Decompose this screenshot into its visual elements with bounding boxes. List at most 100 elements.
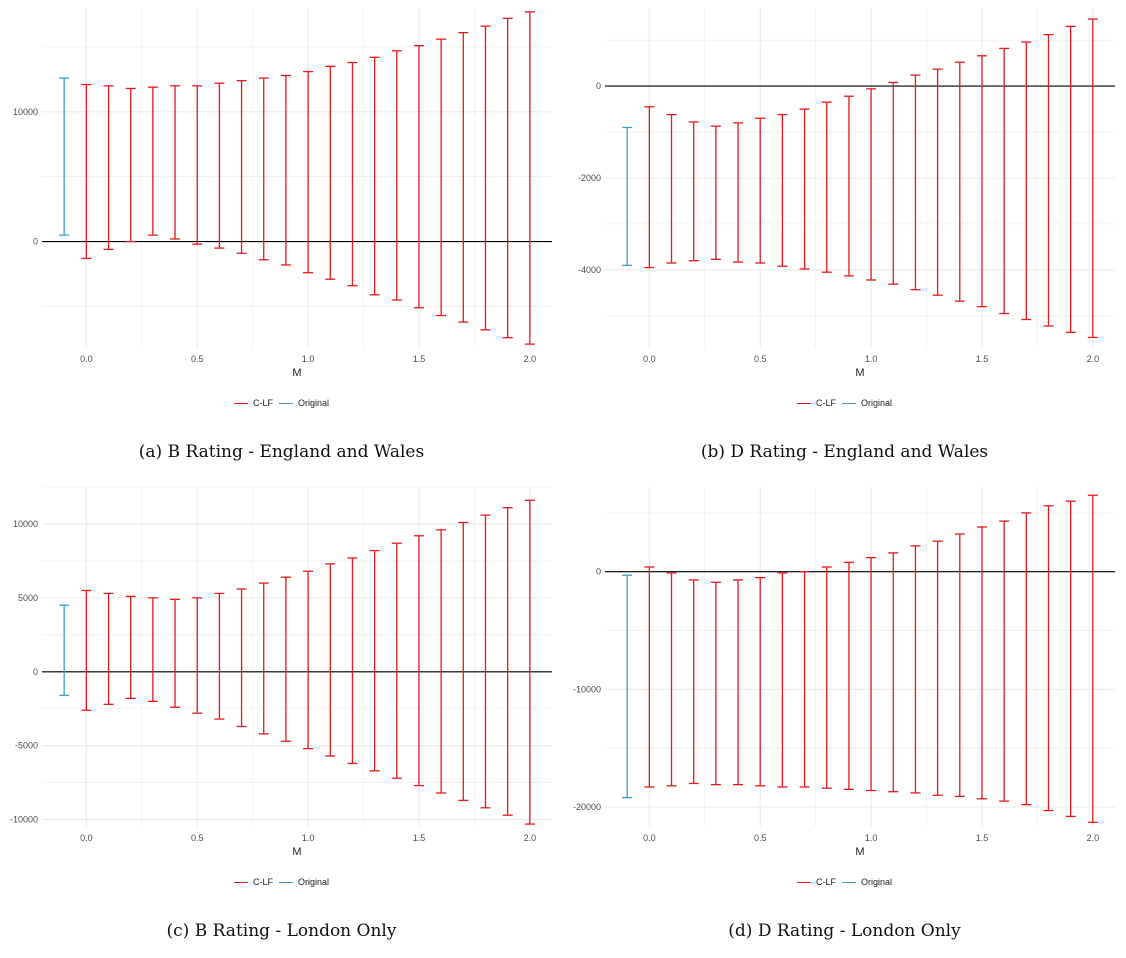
errorbar-clf [710, 125, 721, 260]
errorbar-clf [325, 65, 336, 280]
legend: C-LF Original [0, 877, 563, 887]
errorbar-clf [999, 47, 1010, 315]
errorbar-clf [347, 557, 358, 765]
chart-panel-a: 0.0 0.5 1.0 1.5 2.0 0 10000 M C-LF Original (a)… [0, 0, 563, 479]
errorbar-clf [755, 117, 766, 264]
chart-b: 0.0 0.5 1.0 1.5 2.0 -4000 -2000 0 M [578, 8, 1115, 379]
errorbar-clf [843, 95, 854, 277]
legend-item-clf: C-LF [796, 877, 836, 887]
errorbar-clf [644, 106, 655, 269]
chart-c: 0.0 0.5 1.0 1.5 2.0 -10000 -5000 0 5000 10000 M [10, 486, 552, 858]
errorbar-original [59, 604, 70, 697]
x-tick-label: 0.0 [643, 833, 656, 843]
errorbar-clf [799, 108, 810, 270]
errorbar-clf [103, 592, 114, 705]
errorbar-clf [821, 566, 832, 789]
caption-c: (c) B Rating - London Only [166, 921, 397, 941]
errorbar-clf [258, 77, 269, 261]
errorbar-clf [888, 552, 899, 793]
x-tick-label: 0.0 [80, 833, 93, 843]
errorbar-clf [413, 535, 424, 787]
x-tick-label: 1.0 [302, 354, 315, 364]
errorbar-clf [821, 101, 832, 273]
x-axis-label: M [292, 367, 301, 379]
errorbar-clf [888, 81, 899, 285]
errorbar-original [622, 574, 633, 799]
y-tick-label: 0 [33, 667, 38, 677]
legend-item-clf: C-LF [233, 398, 273, 408]
x-tick-label: 1.5 [413, 833, 426, 843]
errorbar-clf [866, 88, 877, 281]
errorbar-clf [910, 545, 921, 794]
x-tick-label: 0.5 [754, 354, 767, 364]
errorbar-clf [369, 56, 380, 296]
x-tick-label: 0.5 [191, 354, 204, 364]
errorbar-clf [1021, 512, 1032, 806]
x-tick-label: 1.0 [302, 833, 315, 843]
errorbar-clf [391, 50, 402, 301]
y-tick-label: -10000 [10, 815, 38, 825]
y-tick-label: 0 [33, 237, 38, 247]
errorbar-clf [799, 571, 810, 788]
caption-a: (a) B Rating - England and Wales [138, 442, 425, 462]
errorbar-clf [954, 533, 965, 798]
errorbar-clf [932, 540, 943, 796]
errorbar-clf [1043, 505, 1054, 812]
errorbar-clf [688, 579, 699, 785]
y-tick-label: 10000 [13, 107, 38, 117]
x-axis-label: M [292, 846, 301, 858]
errorbar-clf [147, 86, 158, 236]
errorbar-clf [777, 572, 788, 788]
errorbar-clf [666, 572, 677, 787]
x-tick-label: 2.0 [524, 354, 537, 364]
y-tick-label: 0 [596, 567, 601, 577]
errorbar-clf [303, 570, 314, 750]
errorbar-clf [976, 55, 987, 308]
legend-item-original: Original [278, 877, 329, 887]
errorbar-clf [1065, 500, 1076, 818]
errorbar-clf [170, 85, 181, 240]
errorbar-clf [347, 61, 358, 287]
x-tick-label: 0.5 [191, 833, 204, 843]
errorbar-clf [391, 542, 402, 779]
y-tick-label: -20000 [573, 802, 601, 812]
x-axis-label: M [855, 846, 864, 858]
chart-panel-b: 0.0 0.5 1.0 1.5 2.0 -4000 -2000 0 M C-LF Origina… [563, 0, 1126, 479]
legend-label-original: Original [297, 877, 329, 887]
errorbar-clf [214, 592, 225, 720]
errorbar-clf [502, 17, 513, 339]
legend-item-original: Original [278, 398, 329, 408]
caption-b: (b) D Rating - England and Wales [700, 442, 989, 462]
errorbar-clf [458, 32, 469, 323]
legend-label-original: Original [860, 877, 892, 887]
y-tick-label: -4000 [578, 265, 601, 275]
legend-label-original: Original [860, 398, 892, 408]
legend-label-clf: C-LF [815, 877, 836, 887]
errorbar-clf [710, 581, 721, 786]
errorbar-clf [644, 566, 655, 788]
x-tick-label: 0.0 [80, 354, 93, 364]
legend-item-original: Original [841, 398, 892, 408]
errorbar-clf [458, 521, 469, 802]
x-tick-label: 1.0 [865, 354, 878, 364]
errorbar-clf [524, 499, 535, 825]
errorbar-clf [502, 507, 513, 816]
x-tick-label: 2.0 [1087, 354, 1100, 364]
errorbar-clf [81, 589, 92, 711]
errorbar-clf [480, 514, 491, 809]
y-tick-label: -10000 [573, 684, 601, 694]
errorbar-clf [192, 85, 203, 245]
errorbar-clf [103, 85, 114, 251]
chart-panel-c: 0.0 0.5 1.0 1.5 2.0 -10000 -5000 0 5000 10000 M C-… [0, 479, 563, 958]
y-tick-label: -2000 [578, 173, 601, 183]
errorbar-clf [413, 44, 424, 309]
y-tick-label: -5000 [15, 741, 38, 751]
errorbar-original [59, 77, 70, 236]
errorbar-clf [688, 121, 699, 262]
errorbar-clf [325, 563, 336, 757]
errorbar-clf [1021, 41, 1032, 321]
x-axis-label: M [855, 367, 864, 379]
errorbar-clf [999, 520, 1010, 802]
errorbar-clf [1065, 25, 1076, 334]
y-tick-label: 10000 [13, 519, 38, 529]
